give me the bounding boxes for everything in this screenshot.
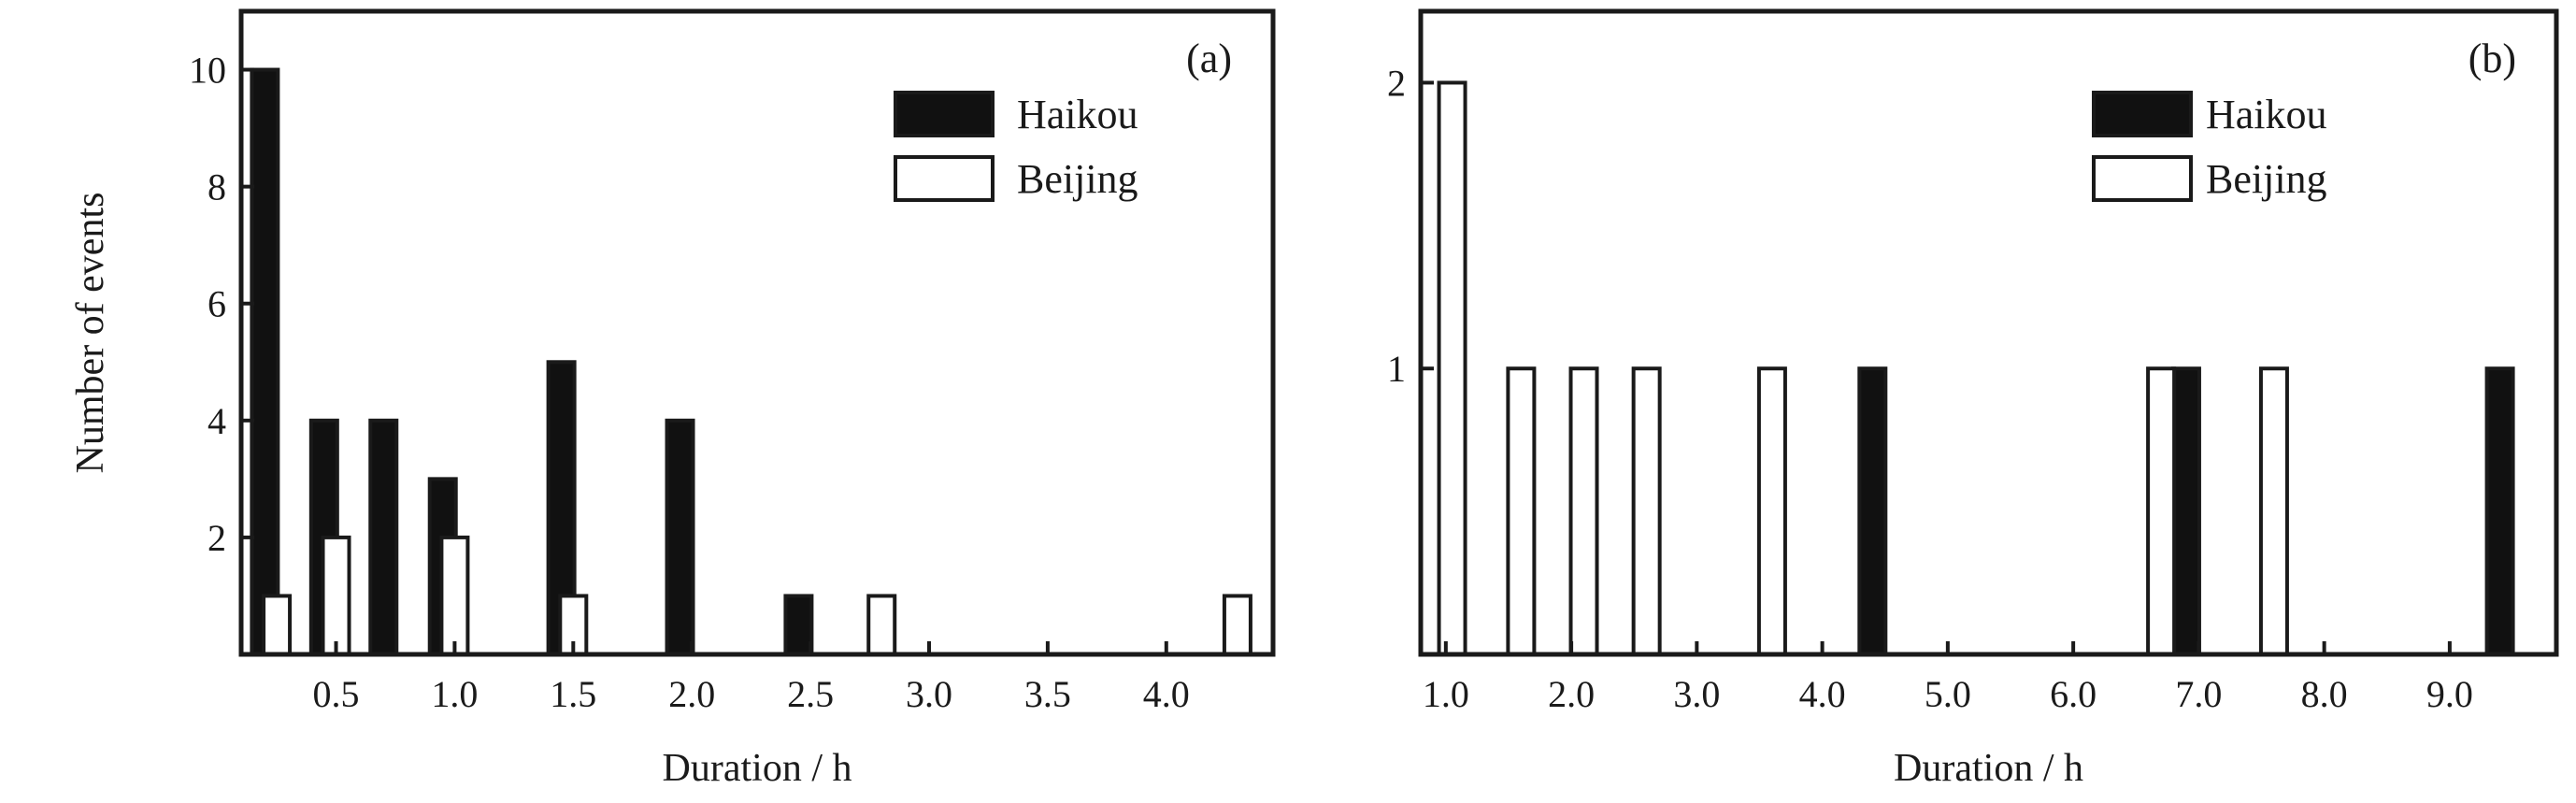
legend-swatch-beijing <box>2092 155 2193 202</box>
x-axis-title: Duration / h <box>663 747 852 790</box>
legend-swatch-haikou <box>2092 91 2193 137</box>
legend-swatch-haikou <box>894 91 995 137</box>
y-tick-label: 4 <box>208 400 226 442</box>
y-tick-label: 6 <box>208 283 226 325</box>
legend-label-beijing: Beijing <box>2206 156 2327 202</box>
x-tick-label: 9.0 <box>2426 673 2473 715</box>
bar-haikou <box>2170 366 2201 656</box>
bar-beijing <box>2258 366 2289 656</box>
x-tick-label: 8.0 <box>2301 673 2348 715</box>
panel-label: (a) <box>1186 36 1232 81</box>
bar-beijing <box>866 594 897 656</box>
x-tick-label: 3.0 <box>1673 673 1720 715</box>
bar-beijing <box>2146 366 2177 656</box>
bar-beijing <box>1506 366 1537 656</box>
chart-panel-b: 1 2 1.0 2.0 3.0 4.0 5.0 6.0 7.0 8.0 9.0 Duration / … <box>1387 8 2559 790</box>
bar-haikou <box>665 418 695 656</box>
x-tick-label: 2.0 <box>668 673 715 715</box>
y-tick-label: 10 <box>189 50 226 92</box>
x-tick-label: 3.5 <box>1024 673 1071 715</box>
bar-beijing <box>321 535 351 657</box>
x-tick-label: 1.5 <box>550 673 596 715</box>
bar-beijing <box>1437 80 1467 656</box>
plot-frame <box>1418 8 2559 657</box>
y-tick-label: 2 <box>208 517 226 559</box>
x-tick-label: 6.0 <box>2050 673 2097 715</box>
x-tick-label: 5.0 <box>1925 673 1971 715</box>
x-tick-label: 2.0 <box>1548 673 1595 715</box>
x-tick-label: 4.0 <box>1799 673 1846 715</box>
legend-label-haikou: Haikou <box>1017 92 1138 137</box>
bar-beijing <box>439 535 470 657</box>
legend-label-beijing: Beijing <box>1017 156 1138 202</box>
bar-beijing <box>1756 366 1787 656</box>
y-axis-title: Number of events <box>69 193 112 474</box>
x-tick-label: 1.0 <box>431 673 478 715</box>
bar-beijing <box>1631 366 1662 656</box>
x-tick-label: 3.0 <box>906 673 952 715</box>
x-tick-label: 1.0 <box>1423 673 1469 715</box>
y-tick-label: 1 <box>1387 348 1406 390</box>
bar-haikou <box>1857 366 1888 656</box>
x-axis-title: Duration / h <box>1894 747 2083 790</box>
legend-label-haikou: Haikou <box>2206 92 2327 137</box>
bar-haikou <box>2484 366 2515 656</box>
bar-beijing <box>1222 594 1252 656</box>
y-tick-label: 2 <box>1387 62 1406 104</box>
plot-frame <box>238 8 1276 657</box>
x-tick-label: 0.5 <box>313 673 360 715</box>
bar-beijing <box>1568 366 1599 656</box>
x-tick-label: 2.5 <box>787 673 834 715</box>
x-tick-label: 4.0 <box>1143 673 1190 715</box>
bar-haikou <box>783 594 814 656</box>
chart-panel-a: 2 4 6 8 10 0.5 1.0 1.5 2.0 2.5 3.0 3.5 4.0 Duration /… <box>69 8 1276 790</box>
bar-beijing <box>262 594 293 656</box>
bar-haikou <box>250 67 280 656</box>
legend-swatch-beijing <box>894 155 995 202</box>
panel-label: (b) <box>2469 36 2516 81</box>
y-tick-label: 8 <box>208 166 226 208</box>
bar-haikou <box>368 418 399 656</box>
x-tick-label: 7.0 <box>2175 673 2222 715</box>
